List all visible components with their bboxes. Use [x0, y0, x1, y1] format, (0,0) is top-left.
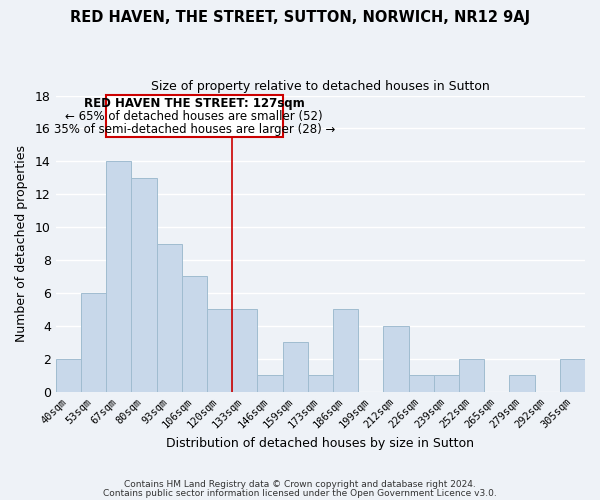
Bar: [383, 326, 409, 392]
Bar: [81, 293, 106, 392]
Bar: [232, 310, 257, 392]
Bar: [459, 358, 484, 392]
Y-axis label: Number of detached properties: Number of detached properties: [15, 145, 28, 342]
Bar: [333, 310, 358, 392]
Text: RED HAVEN, THE STREET, SUTTON, NORWICH, NR12 9AJ: RED HAVEN, THE STREET, SUTTON, NORWICH, …: [70, 10, 530, 25]
Bar: [434, 375, 459, 392]
X-axis label: Distribution of detached houses by size in Sutton: Distribution of detached houses by size …: [166, 437, 475, 450]
Text: Contains HM Land Registry data © Crown copyright and database right 2024.: Contains HM Land Registry data © Crown c…: [124, 480, 476, 489]
Bar: [509, 375, 535, 392]
Bar: [182, 276, 207, 392]
Bar: [257, 375, 283, 392]
Text: RED HAVEN THE STREET: 127sqm: RED HAVEN THE STREET: 127sqm: [84, 98, 305, 110]
Bar: [409, 375, 434, 392]
Text: ← 65% of detached houses are smaller (52): ← 65% of detached houses are smaller (52…: [65, 110, 323, 123]
Bar: [560, 358, 585, 392]
Bar: [308, 375, 333, 392]
Bar: [106, 162, 131, 392]
Text: 35% of semi-detached houses are larger (28) →: 35% of semi-detached houses are larger (…: [53, 122, 335, 136]
Bar: [131, 178, 157, 392]
Bar: [157, 244, 182, 392]
Bar: [207, 310, 232, 392]
FancyBboxPatch shape: [106, 94, 283, 136]
Title: Size of property relative to detached houses in Sutton: Size of property relative to detached ho…: [151, 80, 490, 93]
Text: Contains public sector information licensed under the Open Government Licence v3: Contains public sector information licen…: [103, 488, 497, 498]
Bar: [56, 358, 81, 392]
Bar: [283, 342, 308, 392]
